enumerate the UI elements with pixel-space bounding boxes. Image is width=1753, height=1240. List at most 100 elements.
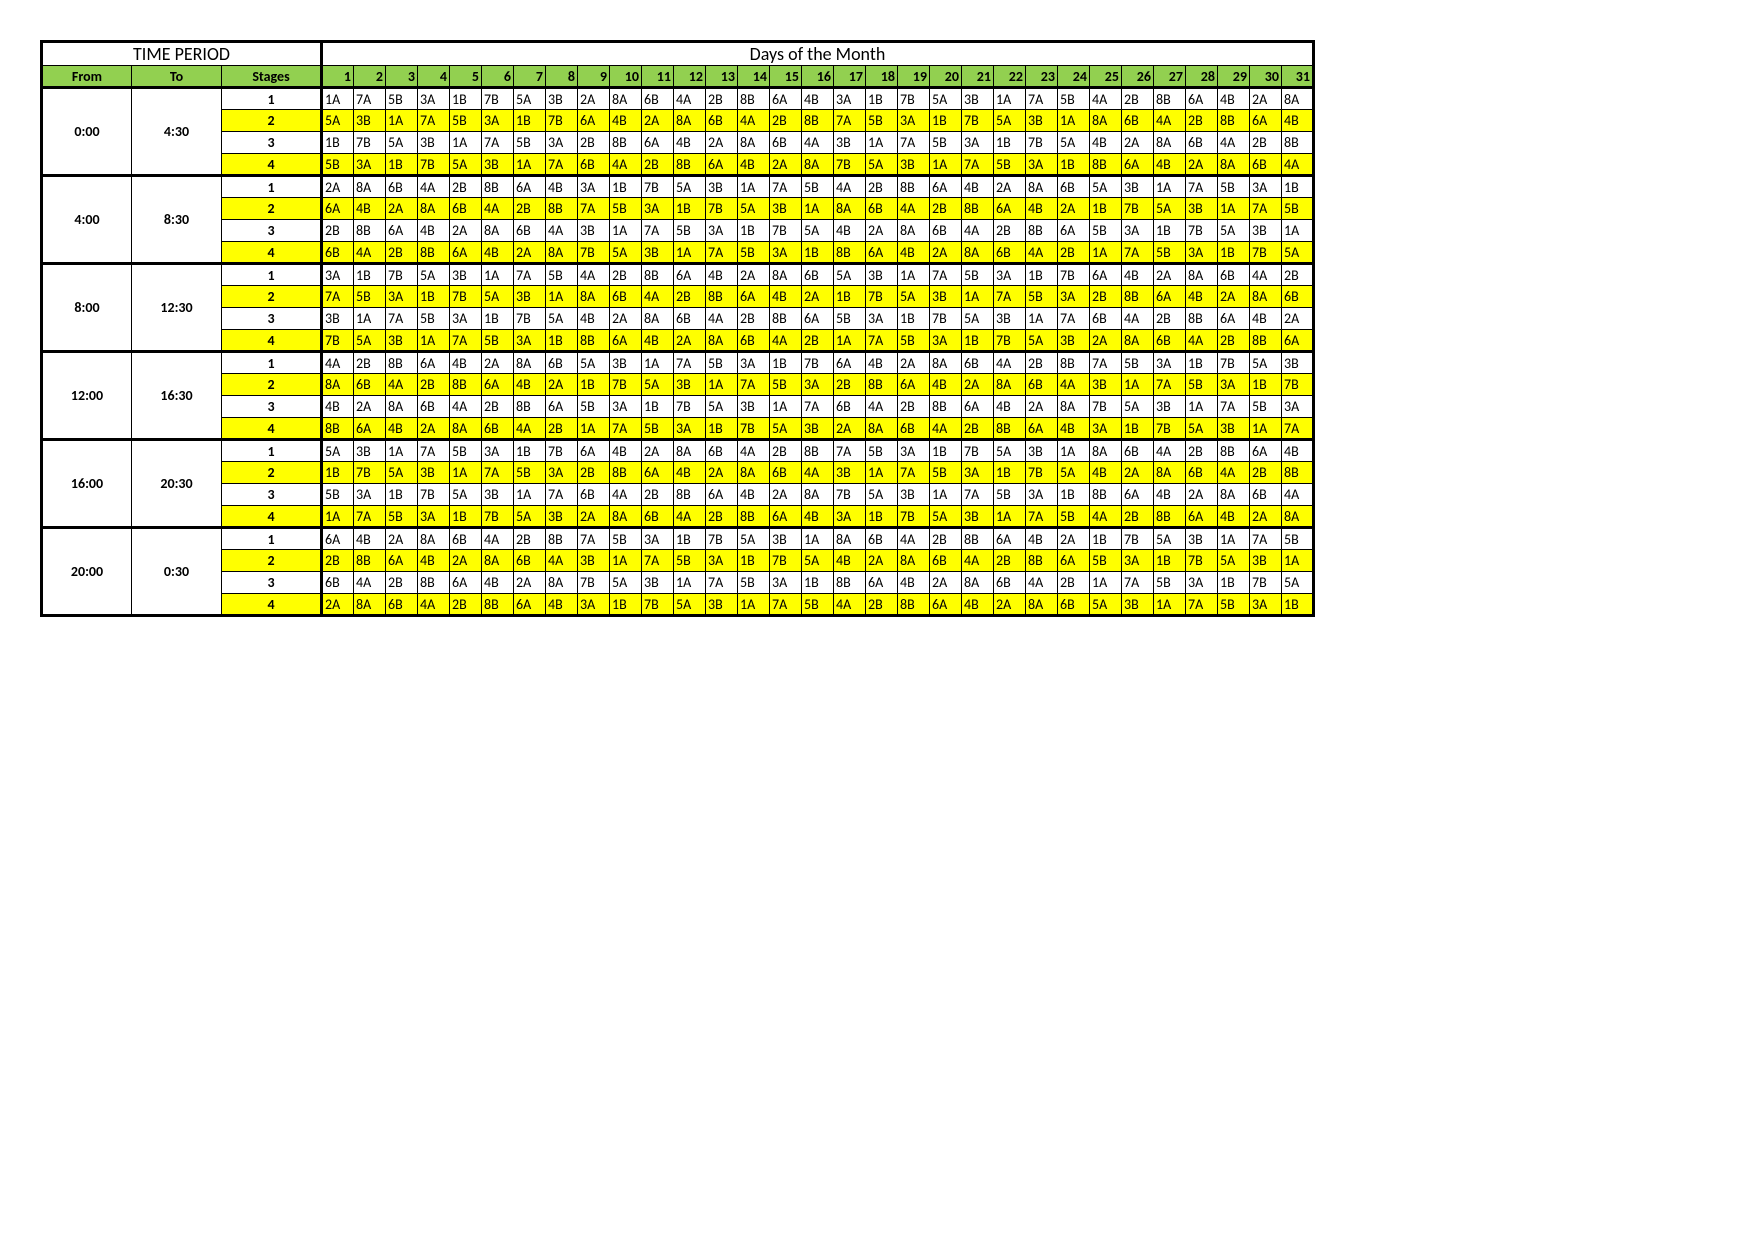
data-cell: 7B <box>1090 396 1122 418</box>
data-cell: 7A <box>354 506 386 528</box>
data-cell: 8A <box>610 506 642 528</box>
to-cell: 16:30 <box>132 352 222 440</box>
data-cell: 5A <box>802 220 834 242</box>
data-cell: 6A <box>482 374 514 396</box>
data-cell: 3B <box>962 88 994 110</box>
data-cell: 1A <box>1122 374 1154 396</box>
stage-cell: 2 <box>222 374 322 396</box>
data-cell: 4A <box>418 594 450 616</box>
data-cell: 6B <box>1090 308 1122 330</box>
data-cell: 6A <box>1154 286 1186 308</box>
day-number-13: 13 <box>706 66 738 88</box>
data-cell: 2A <box>866 550 898 572</box>
data-cell: 3B <box>578 550 610 572</box>
data-cell: 8A <box>642 308 674 330</box>
data-cell: 2B <box>802 330 834 352</box>
data-cell: 7B <box>546 440 578 462</box>
data-cell: 8A <box>322 374 354 396</box>
data-cell: 3A <box>418 88 450 110</box>
data-cell: 4B <box>1058 418 1090 440</box>
data-cell: 6A <box>866 242 898 264</box>
data-cell: 7B <box>1026 132 1058 154</box>
data-cell: 8B <box>482 594 514 616</box>
data-cell: 8A <box>1058 396 1090 418</box>
data-cell: 1B <box>546 330 578 352</box>
data-cell: 6A <box>930 176 962 198</box>
data-cell: 6B <box>1026 374 1058 396</box>
data-cell: 5B <box>1058 506 1090 528</box>
data-cell: 1A <box>1282 550 1314 572</box>
data-cell: 5A <box>834 264 866 286</box>
data-cell: 3B <box>706 176 738 198</box>
data-cell: 6B <box>930 550 962 572</box>
data-cell: 3A <box>1026 154 1058 176</box>
data-cell: 6A <box>418 352 450 374</box>
day-number-8: 8 <box>546 66 578 88</box>
data-cell: 8B <box>834 242 866 264</box>
data-cell: 2A <box>418 418 450 440</box>
data-cell: 5A <box>1218 550 1250 572</box>
data-cell: 5A <box>610 572 642 594</box>
data-cell: 1B <box>1154 220 1186 242</box>
data-cell: 6B <box>482 418 514 440</box>
data-cell: 8B <box>610 462 642 484</box>
data-cell: 6B <box>994 572 1026 594</box>
data-cell: 7A <box>994 286 1026 308</box>
data-cell: 5A <box>482 286 514 308</box>
data-cell: 4A <box>1250 264 1282 286</box>
data-cell: 1A <box>834 330 866 352</box>
data-cell: 1A <box>1090 572 1122 594</box>
day-number-18: 18 <box>866 66 898 88</box>
data-cell: 2A <box>866 220 898 242</box>
data-cell: 1B <box>674 528 706 550</box>
data-cell: 1B <box>1122 418 1154 440</box>
data-cell: 6B <box>514 220 546 242</box>
data-cell: 1B <box>674 198 706 220</box>
day-number-5: 5 <box>450 66 482 88</box>
data-cell: 6A <box>738 286 770 308</box>
data-cell: 6A <box>546 396 578 418</box>
data-cell: 8B <box>1122 286 1154 308</box>
data-cell: 4B <box>738 154 770 176</box>
data-cell: 3A <box>578 594 610 616</box>
data-cell: 5B <box>898 330 930 352</box>
data-cell: 1B <box>738 550 770 572</box>
data-cell: 1B <box>1058 154 1090 176</box>
data-cell: 6B <box>642 506 674 528</box>
data-cell: 1A <box>1058 440 1090 462</box>
data-cell: 5B <box>738 572 770 594</box>
data-cell: 2A <box>1186 154 1218 176</box>
data-cell: 7A <box>1058 308 1090 330</box>
data-cell: 7B <box>994 330 1026 352</box>
data-cell: 3A <box>802 374 834 396</box>
data-cell: 8B <box>642 264 674 286</box>
data-cell: 2B <box>1250 462 1282 484</box>
data-cell: 4A <box>1154 440 1186 462</box>
data-cell: 2B <box>994 550 1026 572</box>
stage-cell: 2 <box>222 198 322 220</box>
data-cell: 5B <box>322 484 354 506</box>
data-cell: 7B <box>1122 528 1154 550</box>
data-cell: 5B <box>866 440 898 462</box>
data-cell: 8A <box>770 264 802 286</box>
data-cell: 2B <box>770 440 802 462</box>
data-cell: 2B <box>1090 286 1122 308</box>
data-cell: 5A <box>514 506 546 528</box>
data-cell: 8B <box>962 528 994 550</box>
data-cell: 1A <box>1090 242 1122 264</box>
data-cell: 2A <box>642 440 674 462</box>
data-cell: 7B <box>418 484 450 506</box>
data-cell: 1B <box>802 242 834 264</box>
data-cell: 6B <box>1250 154 1282 176</box>
data-cell: 4B <box>514 374 546 396</box>
data-cell: 7A <box>1090 352 1122 374</box>
data-cell: 4B <box>482 572 514 594</box>
data-cell: 2B <box>1058 572 1090 594</box>
data-cell: 1B <box>930 110 962 132</box>
data-cell: 5A <box>738 198 770 220</box>
data-cell: 5A <box>994 110 1026 132</box>
data-cell: 8B <box>1218 110 1250 132</box>
data-cell: 1B <box>322 462 354 484</box>
data-cell: 1A <box>1282 220 1314 242</box>
data-cell: 7A <box>770 594 802 616</box>
